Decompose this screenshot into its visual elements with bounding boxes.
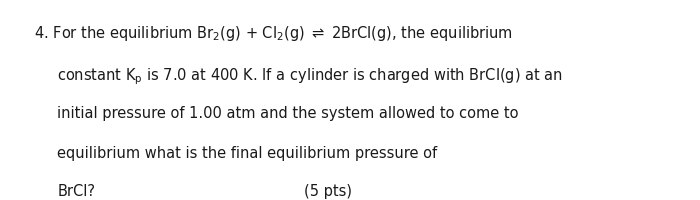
Text: initial pressure of 1.00 atm and the system allowed to come to: initial pressure of 1.00 atm and the sys… [57,106,519,121]
Text: constant K$_\mathregular{p}$ is 7.0 at 400 K. If a cylinder is charged with BrCl: constant K$_\mathregular{p}$ is 7.0 at 4… [57,66,564,87]
Text: (5 pts): (5 pts) [304,184,353,199]
Text: equilibrium what is the final equilibrium pressure of: equilibrium what is the final equilibriu… [57,146,438,161]
Text: 4. For the equilibrium Br$_2$(g) + Cl$_2$(g) $\rightleftharpoons$ 2BrCl(g), the : 4. For the equilibrium Br$_2$(g) + Cl$_2… [34,24,512,43]
Text: BrCl?: BrCl? [57,184,95,199]
